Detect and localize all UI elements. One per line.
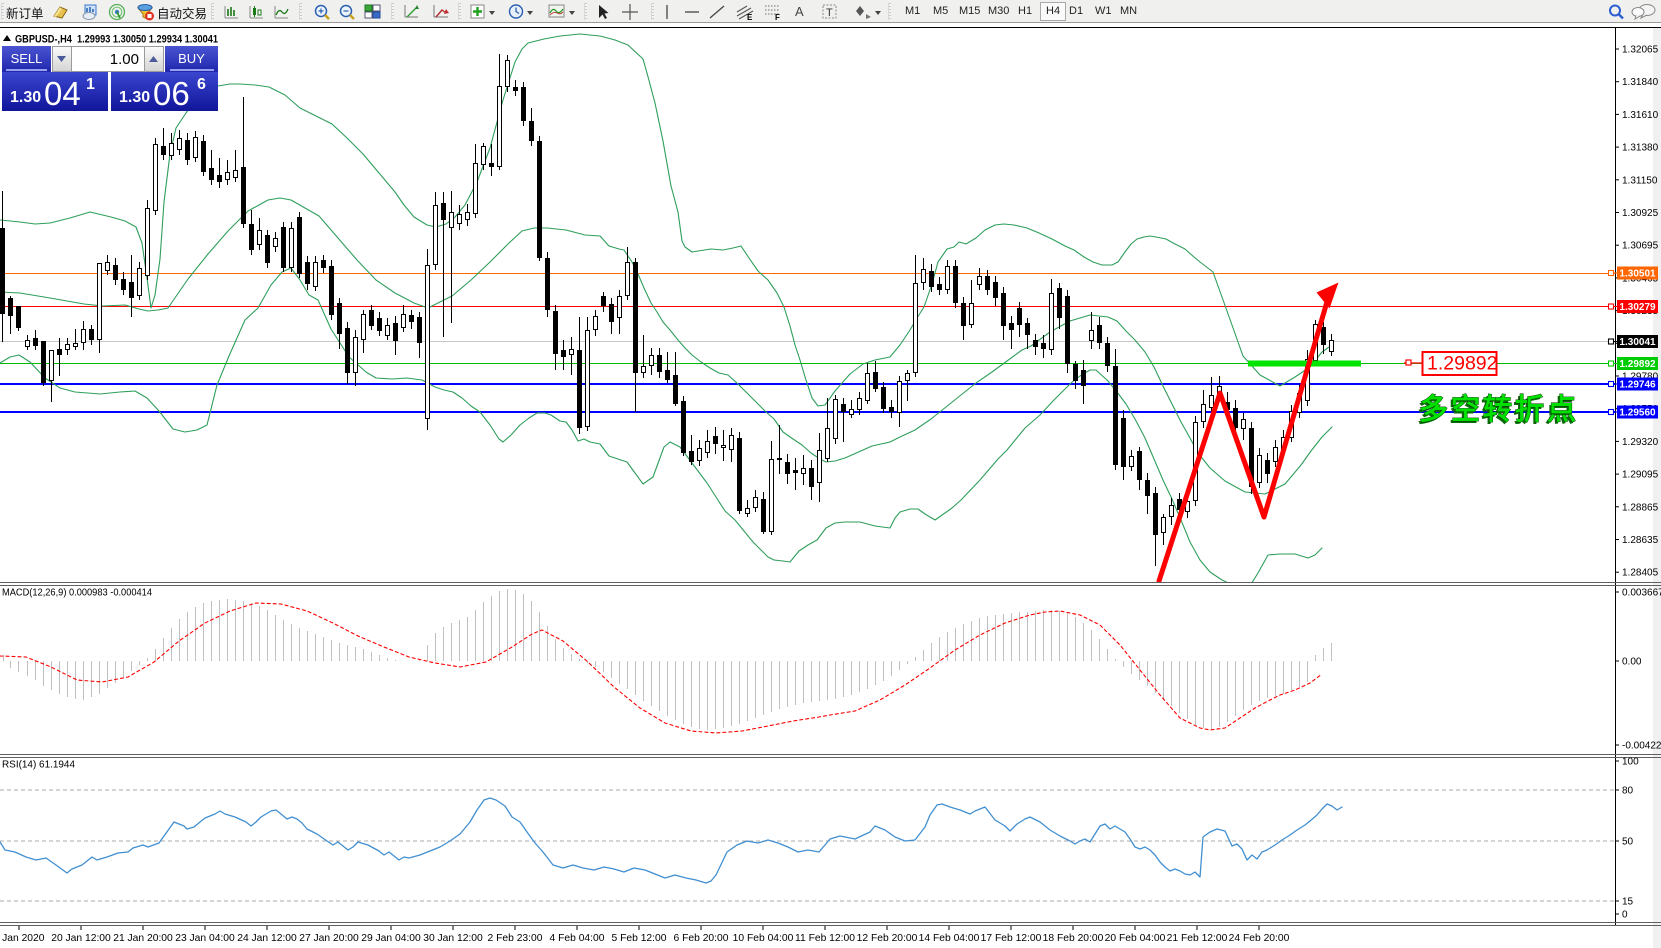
svg-text:1.30041: 1.30041 bbox=[1619, 337, 1656, 348]
svg-text:T: T bbox=[826, 7, 833, 19]
svg-text:1.31840: 1.31840 bbox=[1622, 77, 1659, 88]
svg-text:0.00: 0.00 bbox=[1622, 657, 1642, 668]
svg-text:多空转折点: 多空转折点 bbox=[1419, 392, 1579, 426]
svg-text:1.29892: 1.29892 bbox=[1619, 359, 1656, 370]
svg-text:29 Jan 04:00: 29 Jan 04:00 bbox=[361, 933, 421, 944]
svg-text:100: 100 bbox=[1622, 757, 1639, 768]
svg-text:24 Jan 12:00: 24 Jan 12:00 bbox=[237, 933, 297, 944]
svg-text:21 Jan 20:00: 21 Jan 20:00 bbox=[113, 933, 173, 944]
svg-text:4 Feb 04:00: 4 Feb 04:00 bbox=[550, 933, 605, 944]
svg-text:18 Feb 20:00: 18 Feb 20:00 bbox=[1043, 933, 1104, 944]
svg-text:多空转折点: 多空转折点 bbox=[1417, 394, 1577, 428]
svg-text:MACD(12,26,9) 0.000983 -0.0004: MACD(12,26,9) 0.000983 -0.000414 bbox=[2, 587, 152, 599]
svg-text:17 Feb 12:00: 17 Feb 12:00 bbox=[981, 933, 1042, 944]
svg-text:1.32065: 1.32065 bbox=[1622, 45, 1659, 56]
svg-text:1.29320: 1.29320 bbox=[1622, 437, 1659, 448]
svg-text:1.29746: 1.29746 bbox=[1619, 380, 1656, 391]
svg-text:1.31380: 1.31380 bbox=[1622, 143, 1659, 154]
svg-text:1.28865: 1.28865 bbox=[1622, 502, 1659, 513]
svg-text:1.29095: 1.29095 bbox=[1622, 470, 1659, 481]
svg-text:1.30279: 1.30279 bbox=[1619, 302, 1656, 313]
svg-text:1.29780: 1.29780 bbox=[1622, 372, 1659, 383]
svg-text:1.31610: 1.31610 bbox=[1622, 110, 1659, 121]
svg-text:11 Feb 12:00: 11 Feb 12:00 bbox=[795, 933, 855, 944]
svg-text:21 Feb 12:00: 21 Feb 12:00 bbox=[1167, 933, 1228, 944]
svg-text:6 Feb 20:00: 6 Feb 20:00 bbox=[674, 933, 729, 944]
svg-text:24 Feb 20:00: 24 Feb 20:00 bbox=[1229, 933, 1290, 944]
svg-text:30 Jan 12:00: 30 Jan 12:00 bbox=[423, 933, 483, 944]
svg-text:1.30501: 1.30501 bbox=[1619, 269, 1656, 280]
svg-text:27 Jan 20:00: 27 Jan 20:00 bbox=[299, 933, 359, 944]
svg-text:20 Jan 12:00: 20 Jan 12:00 bbox=[51, 933, 111, 944]
svg-text:12 Feb 20:00: 12 Feb 20:00 bbox=[857, 933, 918, 944]
svg-text:15: 15 bbox=[1622, 897, 1634, 908]
svg-text:1.29560: 1.29560 bbox=[1619, 408, 1656, 419]
svg-text:1.30695: 1.30695 bbox=[1622, 241, 1659, 252]
svg-text:1.28635: 1.28635 bbox=[1622, 535, 1659, 546]
svg-text:F: F bbox=[775, 13, 780, 22]
svg-text:E: E bbox=[747, 13, 753, 22]
svg-text:-0.00422: -0.00422 bbox=[1622, 741, 1661, 752]
svg-text:2 Feb 23:00: 2 Feb 23:00 bbox=[488, 933, 543, 944]
svg-text:RSI(14) 61.1944: RSI(14) 61.1944 bbox=[2, 759, 75, 771]
svg-text:14 Feb 04:00: 14 Feb 04:00 bbox=[919, 933, 980, 944]
svg-text:5 Feb 12:00: 5 Feb 12:00 bbox=[612, 933, 667, 944]
svg-text:0.003667: 0.003667 bbox=[1622, 588, 1661, 599]
svg-text:23 Jan 04:00: 23 Jan 04:00 bbox=[175, 933, 235, 944]
svg-text:50: 50 bbox=[1622, 837, 1634, 848]
svg-text:0: 0 bbox=[1622, 910, 1628, 921]
svg-text:7 Jan 2020: 7 Jan 2020 bbox=[0, 933, 45, 944]
svg-text:1.28405: 1.28405 bbox=[1622, 568, 1659, 579]
svg-text:80: 80 bbox=[1622, 786, 1634, 797]
svg-text:20 Feb 04:00: 20 Feb 04:00 bbox=[1105, 933, 1166, 944]
svg-text:1.30925: 1.30925 bbox=[1622, 208, 1659, 219]
svg-text:1.29892: 1.29892 bbox=[1427, 353, 1498, 375]
svg-text:1.31150: 1.31150 bbox=[1622, 175, 1658, 186]
svg-text:GBPUSD-,H4 1.29993 1.30050 1.: GBPUSD-,H4 1.29993 1.30050 1.29934 1.300… bbox=[15, 34, 218, 46]
svg-text:10 Feb 04:00: 10 Feb 04:00 bbox=[733, 933, 794, 944]
